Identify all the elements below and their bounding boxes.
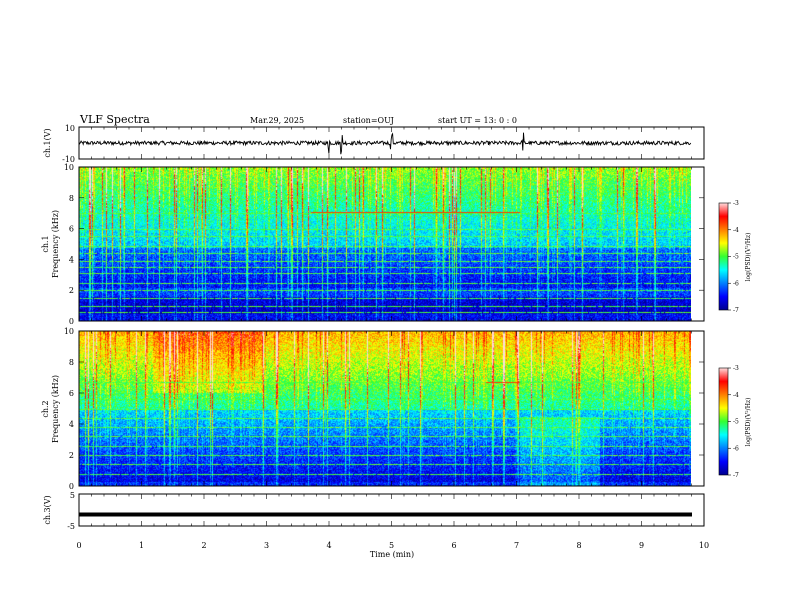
ch2-colorbar-tick: -4 (733, 392, 739, 399)
figure-title: VLF Spectra (79, 113, 150, 126)
ch3-waveform-panel: 5 -5 ch.3(V) (43, 491, 705, 531)
ch2-spectrogram-ylabel-line2: Frequency (kHz) (51, 375, 60, 443)
ch2-colorbar-tick: -6 (733, 445, 739, 452)
ch2-colorbar (718, 367, 729, 476)
ch3-ylabel: ch.3(V) (43, 495, 52, 524)
ch3-ytick-top: 5 (70, 491, 75, 500)
x-tick-label: 1 (139, 541, 144, 550)
x-tick-label: 9 (639, 541, 644, 550)
ch2-spectrogram-ytick-label: 4 (69, 420, 74, 429)
ch1-colorbar-tick: -7 (733, 307, 739, 314)
ch2-spectrogram-ytick-label: 0 (69, 482, 74, 491)
ch3-ytick-bottom: -5 (67, 522, 75, 531)
ch2-spectrogram-ytick-label: 10 (64, 327, 74, 336)
ch1-colorbar-tick: -5 (733, 254, 739, 261)
ch1-spectrogram-ylabel-line2: Frequency (kHz) (51, 210, 60, 278)
ch1-spectrogram-ytick-label: 2 (69, 286, 74, 295)
ch2-colorbar-tick: -3 (733, 365, 739, 372)
date-label: Mar.29, 2025 (250, 116, 304, 125)
ch1-spectrogram-ylabel-line1: ch.1 (41, 235, 50, 252)
x-tick-label: 8 (576, 541, 581, 550)
ch1-colorbar-tick: -6 (733, 280, 739, 287)
ch2-colorbar-tick: -5 (733, 419, 739, 426)
ch2-spectrogram-ytick-label: 2 (69, 451, 74, 460)
x-tick-label: 7 (514, 541, 519, 550)
ch1-spectrogram-ytick-label: 4 (69, 255, 74, 264)
x-tick-label: 0 (76, 541, 81, 550)
start-time-label: start UT = 13: 0 : 0 (438, 116, 517, 125)
ch2-spectrogram-image (79, 331, 691, 486)
ch1-ylabel: ch.1(V) (43, 128, 52, 157)
ch1-colorbar-label: log(PSD)(V²/Hz) (745, 233, 752, 282)
x-tick-label: 2 (201, 541, 206, 550)
ch1-spectrogram-image (79, 167, 691, 321)
x-tick-label: 10 (699, 541, 709, 550)
ch2-colorbar-label: log(PSD)(V²/Hz) (745, 398, 752, 447)
ch1-colorbar-tick: -4 (733, 227, 739, 234)
ch1-waveform-trace (78, 132, 692, 155)
station-label: station=OUJ (343, 116, 394, 125)
ch1-colorbar-tick: -3 (733, 200, 739, 207)
ch2-colorbar-tick: -7 (733, 472, 739, 479)
ch1-ytick-bottom: -10 (62, 155, 75, 164)
x-tick-label: 5 (389, 541, 394, 550)
x-axis-label: Time (min) (370, 550, 414, 559)
ch2-spectrogram-ylabel-line1: ch.2 (41, 400, 50, 417)
x-tick-label: 6 (451, 541, 456, 550)
ch2-spectrogram-ytick-label: 8 (69, 358, 74, 367)
ch1-waveform-panel: 10 -10 ch.1(V) (43, 124, 705, 164)
x-tick-label: 4 (326, 541, 331, 550)
ch2-spectrogram-ytick-label: 6 (69, 389, 74, 398)
ch1-spectrogram-ytick-label: 10 (64, 163, 74, 172)
ch1-spectrogram-ytick-label: 0 (69, 317, 74, 326)
ch1-spectrogram-ytick-label: 8 (69, 194, 74, 203)
x-tick-label: 3 (264, 541, 269, 550)
ch1-ytick-top: 10 (65, 124, 75, 133)
ch1-spectrogram-ytick-label: 6 (69, 225, 74, 234)
ch1-colorbar (718, 202, 729, 311)
